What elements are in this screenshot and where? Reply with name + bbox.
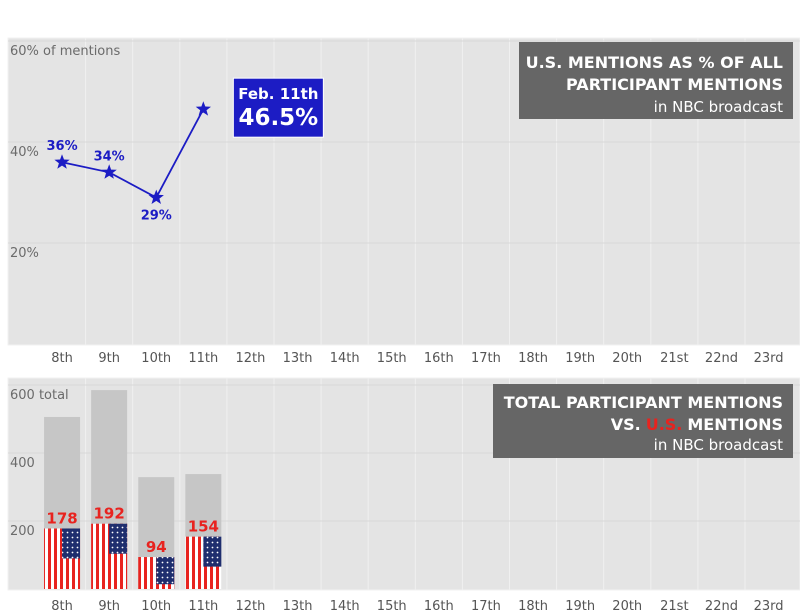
x-tick-label: 18th (518, 351, 548, 366)
title-part: TOTAL PARTICIPANT MENTIONS (504, 393, 783, 412)
value-label: 178 (46, 509, 77, 527)
y-tick-label: 200 (10, 524, 35, 539)
line (61, 108, 205, 199)
y-tick-label: 400 (10, 456, 35, 471)
flag-canton (62, 528, 81, 559)
x-tick-label: 13th (283, 351, 313, 366)
x-tick-label: 8th (51, 599, 73, 614)
x-tick-label: 23rd (754, 599, 784, 614)
x-tick-label: 13th (283, 599, 313, 614)
x-tick-label: 23rd (754, 351, 784, 366)
x-tick-label: 12th (236, 599, 266, 614)
chart-title: VS. U.S. MENTIONS (611, 415, 783, 434)
callout-value: 46.5% (238, 105, 318, 131)
value-label: 154 (188, 518, 219, 536)
value-label: 34% (94, 149, 125, 164)
callout-date: Feb. 11th (238, 85, 318, 103)
x-tick-label: 16th (424, 351, 454, 366)
title-part: U.S. (646, 415, 683, 434)
x-tick-label: 22nd (705, 599, 738, 614)
x-tick-label: 20th (612, 599, 642, 614)
x-tick-label: 19th (565, 351, 595, 366)
chart-subtitle: in NBC broadcast (654, 98, 783, 116)
star-marker (54, 154, 70, 169)
x-tick-label: 21st (660, 599, 688, 614)
star-marker (101, 164, 117, 179)
x-tick-label: 10th (141, 351, 171, 366)
x-tick-label: 15th (377, 351, 407, 366)
x-tick-label: 11th (188, 599, 218, 614)
title-box (519, 42, 793, 119)
x-tick-label: 8th (51, 351, 73, 366)
x-tick-label: 11th (188, 351, 218, 366)
flag-canton (109, 523, 128, 554)
y-tick-label: 600 total (10, 388, 69, 403)
x-tick-label: 21st (660, 351, 688, 366)
x-tick-label: 22nd (705, 351, 738, 366)
x-tick-label: 9th (98, 351, 120, 366)
title-box (493, 384, 793, 458)
x-tick-label: 18th (518, 599, 548, 614)
x-tick-label: 20th (612, 351, 642, 366)
flag-canton (156, 557, 175, 585)
title-part: MENTIONS (687, 415, 783, 434)
chart-title: PARTICIPANT MENTIONS (566, 75, 783, 94)
value-label: 192 (93, 505, 124, 523)
y-tick-label: 20% (10, 246, 39, 261)
title-part: VS. (611, 415, 641, 434)
value-label: 29% (141, 209, 172, 224)
y-tick-label: 60% of mentions (10, 44, 120, 59)
x-tick-label: 17th (471, 599, 501, 614)
x-tick-label: 19th (565, 599, 595, 614)
callout-box (232, 77, 324, 138)
star-marker (148, 189, 164, 204)
star-marker (195, 101, 211, 116)
value-label: 94 (146, 538, 167, 556)
x-tick-label: 17th (471, 351, 501, 366)
x-tick-label: 9th (98, 599, 120, 614)
value-label: 36% (46, 139, 77, 154)
chart-subtitle: in NBC broadcast (654, 436, 783, 454)
x-tick-label: 16th (424, 599, 454, 614)
x-tick-label: 14th (330, 351, 360, 366)
chart-title: U.S. MENTIONS AS % OF ALL (526, 53, 783, 72)
x-tick-label: 12th (236, 351, 266, 366)
chart-title: TOTAL PARTICIPANT MENTIONS (504, 393, 783, 412)
x-tick-label: 15th (377, 599, 407, 614)
x-tick-label: 14th (330, 599, 360, 614)
y-tick-label: 40% (10, 145, 39, 160)
flag-canton (203, 536, 222, 567)
x-tick-label: 10th (141, 599, 171, 614)
